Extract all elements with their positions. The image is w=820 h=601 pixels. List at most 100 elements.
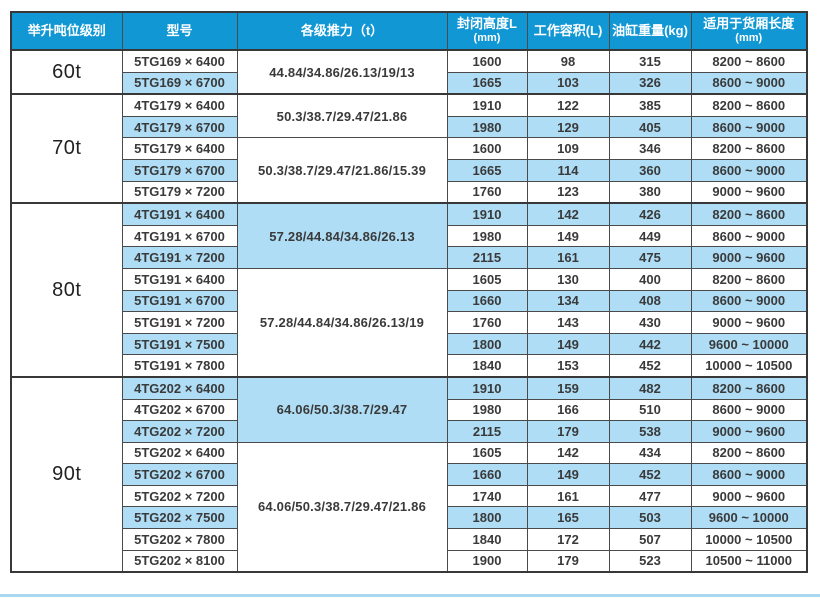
cylinder-weight-cell: 326 xyxy=(608,71,692,95)
table-row: 4TG179 × 6700 1980 129 405 8600 ~ 9000 xyxy=(11,115,808,139)
column-header-box-length: 适用于货厢长度 (mm) xyxy=(690,11,808,51)
working-volume-cell: 103 xyxy=(526,71,610,95)
closed-height-cell: 1910 xyxy=(446,375,528,400)
closed-height-cell: 1660 xyxy=(446,289,528,313)
box-length-cell: 8200 ~ 8600 xyxy=(690,441,808,465)
working-volume-cell: 142 xyxy=(526,202,610,226)
box-length-cell: 8600 ~ 9000 xyxy=(690,398,808,422)
closed-height-cell: 1665 xyxy=(446,158,528,182)
closed-height-cell: 1840 xyxy=(446,528,528,551)
working-volume-cell: 123 xyxy=(526,180,610,204)
closed-height-cell: 1605 xyxy=(446,267,528,291)
cylinder-weight-cell: 452 xyxy=(608,463,692,486)
working-volume-cell: 153 xyxy=(526,354,610,378)
cylinder-weight-cell: 477 xyxy=(608,484,692,508)
model-cell: 5TG202 × 7500 xyxy=(121,506,238,530)
model-cell: 5TG202 × 6700 xyxy=(121,463,238,486)
box-length-cell: 9000 ~ 9600 xyxy=(690,484,808,508)
table-header: 举升吨位级别 型号 各级推力（t） 封闭高度L (mm) 工作容积(L) 油缸重量… xyxy=(10,11,808,51)
column-header-label: 油缸重量(kg) xyxy=(612,22,688,38)
cylinder-weight-cell: 426 xyxy=(608,202,692,226)
table-row: 5TG179 × 7200 1760 123 380 9000 ~ 9600 xyxy=(11,180,808,204)
working-volume-cell: 114 xyxy=(526,158,610,182)
closed-height-cell: 1665 xyxy=(446,71,528,95)
model-cell: 5TG179 × 6400 xyxy=(121,137,238,160)
working-volume-cell: 129 xyxy=(526,115,610,139)
column-header-sub: (mm) xyxy=(473,32,501,45)
box-length-cell: 9000 ~ 9600 xyxy=(690,311,808,334)
cylinder-weight-cell: 452 xyxy=(608,354,692,378)
working-volume-cell: 159 xyxy=(526,375,610,400)
table-row: 5TG191 × 7500 1800 149 442 9600 ~ 10000 xyxy=(11,332,808,356)
cylinder-weight-cell: 482 xyxy=(608,375,692,400)
column-header-label: 适用于货厢长度 xyxy=(703,16,795,32)
model-cell: 5TG202 × 6400 xyxy=(121,441,238,465)
model-cell: 5TG202 × 8100 xyxy=(121,549,238,573)
tonnage-cell: 60t xyxy=(10,48,123,95)
closed-height-cell: 1800 xyxy=(446,506,528,530)
table-row: 4TG202 × 7200 2115 179 538 9000 ~ 9600 xyxy=(11,420,808,443)
column-header-label: 举升吨位级别 xyxy=(27,22,106,38)
box-length-cell: 9000 ~ 9600 xyxy=(690,420,808,443)
table-row: 4TG191 × 6700 1980 149 449 8600 ~ 9000 xyxy=(11,224,808,248)
working-volume-cell: 179 xyxy=(526,420,610,443)
column-header-model: 型号 xyxy=(121,11,238,51)
table-row: 5TG191 × 6400 57.28/44.84/34.86/26.13/19 1… xyxy=(11,267,808,378)
working-volume-cell: 98 xyxy=(526,48,610,73)
working-volume-cell: 149 xyxy=(526,224,610,248)
cylinder-weight-cell: 507 xyxy=(608,528,692,551)
model-cell: 5TG179 × 6700 xyxy=(121,158,238,182)
column-header-working-volume: 工作容积(L) xyxy=(526,11,610,51)
closed-height-cell: 1800 xyxy=(446,332,528,356)
closed-height-cell: 1740 xyxy=(446,484,528,508)
model-cell: 4TG191 × 7200 xyxy=(121,246,238,269)
cylinder-weight-cell: 523 xyxy=(608,549,692,573)
spec-table-body: 60t 5TG169 × 6400 44.84/34.86/26.13/19/13 1… xyxy=(10,48,808,573)
working-volume-cell: 130 xyxy=(526,267,610,291)
closed-height-cell: 1910 xyxy=(446,202,528,226)
closed-height-cell: 1605 xyxy=(446,441,528,465)
table-row: 60t 5TG169 × 6400 44.84/34.86/26.13/19/13 1… xyxy=(10,48,808,95)
box-length-cell: 8200 ~ 8600 xyxy=(690,267,808,291)
model-cell: 4TG202 × 7200 xyxy=(121,420,238,443)
column-header-label: 型号 xyxy=(166,22,193,38)
column-header-label: 工作容积(L) xyxy=(533,22,603,38)
column-header-tonnage: 举升吨位级别 xyxy=(10,11,123,51)
closed-height-cell: 2115 xyxy=(446,420,528,443)
cylinder-weight-cell: 315 xyxy=(608,48,692,73)
closed-height-cell: 1980 xyxy=(446,398,528,422)
table-row: 5TG179 × 6400 50.3/38.7/29.47/21.86/15.39… xyxy=(11,137,808,204)
model-cell: 5TG191 × 7500 xyxy=(121,332,238,356)
model-cell: 4TG179 × 6700 xyxy=(121,115,238,139)
column-header-cylinder-weight: 油缸重量(kg) xyxy=(608,11,692,51)
table-row: 5TG169 × 6700 1665 103 326 8600 ~ 9000 xyxy=(11,71,808,95)
box-length-cell: 10500 ~ 11000 xyxy=(690,549,808,573)
working-volume-cell: 134 xyxy=(526,289,610,313)
cylinder-weight-cell: 408 xyxy=(608,289,692,313)
box-length-cell: 9600 ~ 10000 xyxy=(690,506,808,530)
box-length-cell: 8600 ~ 9000 xyxy=(690,289,808,313)
closed-height-cell: 1600 xyxy=(446,137,528,160)
working-volume-cell: 172 xyxy=(526,528,610,551)
working-volume-cell: 143 xyxy=(526,311,610,334)
bottom-decorative-rule xyxy=(0,594,820,597)
thrust-cell: 44.84/34.86/26.13/19/13 xyxy=(236,48,448,95)
spec-table: 举升吨位级别 型号 各级推力（t） 封闭高度L (mm) 工作容积(L) 油缸重量… xyxy=(10,11,808,574)
closed-height-cell: 1900 xyxy=(446,549,528,573)
thrust-cell: 64.06/50.3/38.7/29.47/21.86 xyxy=(236,441,448,573)
cylinder-weight-cell: 510 xyxy=(608,398,692,422)
cylinder-weight-cell: 346 xyxy=(608,137,692,160)
closed-height-cell: 1760 xyxy=(446,311,528,334)
box-length-cell: 8600 ~ 9000 xyxy=(690,158,808,182)
thrust-cell: 57.28/44.84/34.86/26.13 xyxy=(236,202,448,269)
closed-height-cell: 1660 xyxy=(446,463,528,486)
tonnage-cell: 70t xyxy=(10,93,123,204)
box-length-cell: 8600 ~ 9000 xyxy=(690,463,808,486)
column-header-closed-height: 封闭高度L (mm) xyxy=(446,11,528,51)
box-length-cell: 9000 ~ 9600 xyxy=(690,246,808,269)
closed-height-cell: 1980 xyxy=(446,115,528,139)
column-header-label: 各级推力（t） xyxy=(300,22,384,38)
working-volume-cell: 165 xyxy=(526,506,610,530)
working-volume-cell: 149 xyxy=(526,463,610,486)
